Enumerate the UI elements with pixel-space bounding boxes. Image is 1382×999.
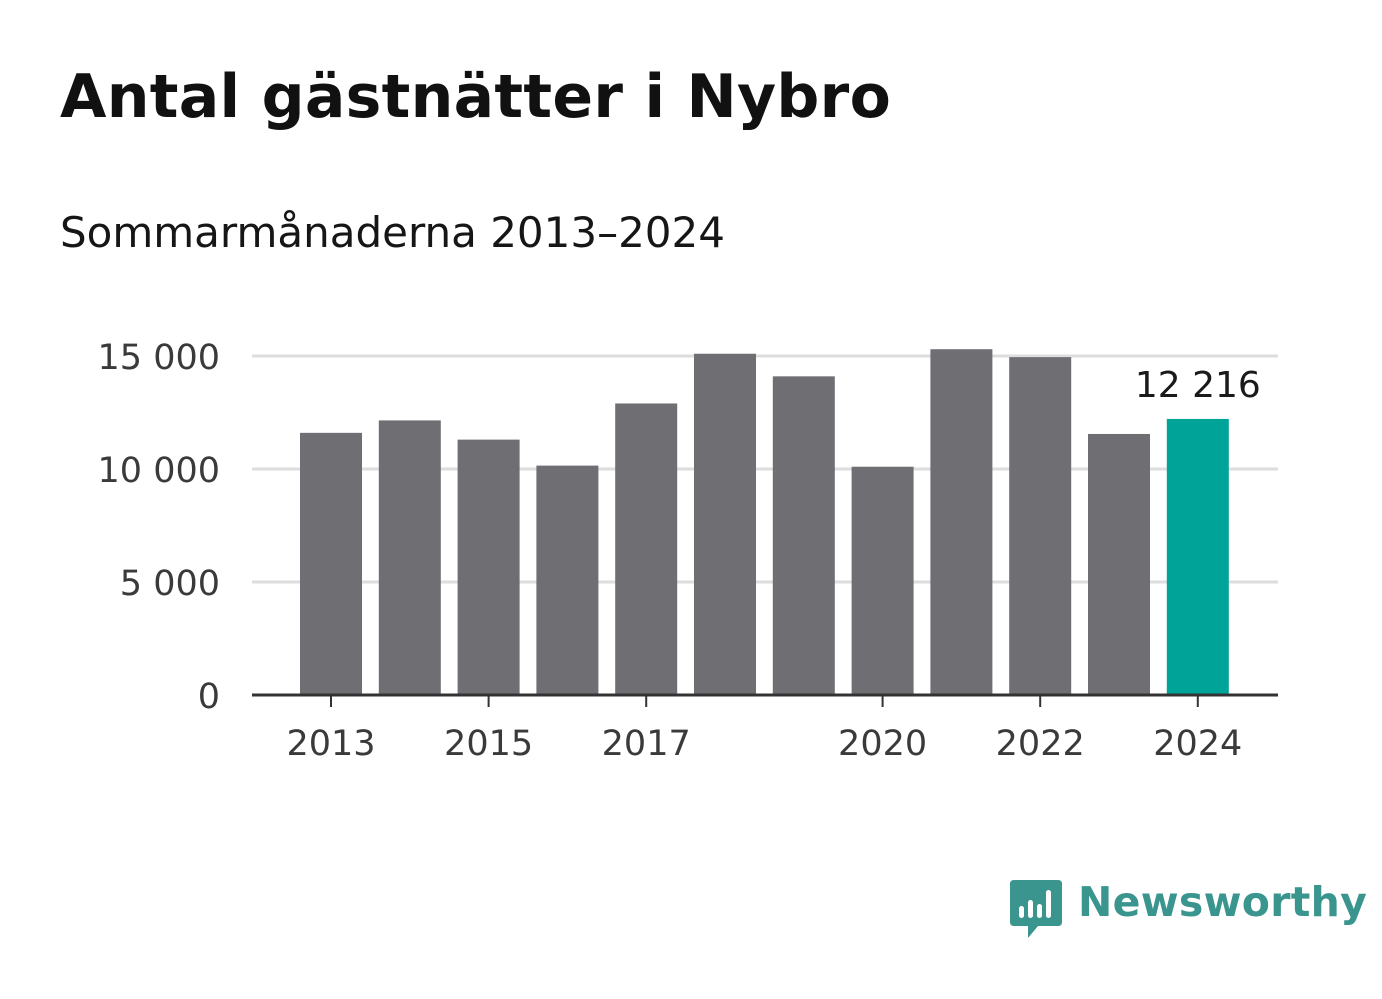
- x-tick-label: 2020: [838, 724, 927, 764]
- bar-2021: [930, 349, 993, 695]
- x-tick-label: 2022: [996, 724, 1085, 764]
- newsworthy-logo: Newsworthy: [1010, 878, 1367, 940]
- newsworthy-logo-icon: [1010, 880, 1062, 938]
- bar-2018: [694, 353, 756, 695]
- x-tick-label: 2015: [444, 724, 533, 764]
- bar-2019: [772, 376, 835, 695]
- y-tick-label: 5 000: [120, 564, 220, 604]
- y-tick-label: 15 000: [98, 338, 220, 378]
- bar-2015: [457, 439, 520, 695]
- bar-2020: [851, 466, 914, 695]
- bar-2016: [536, 465, 599, 695]
- chart-title: Antal gästnätter i Nybro: [60, 62, 892, 132]
- bar-2023: [1088, 433, 1150, 695]
- chart-subtitle: Sommarmånaderna 2013–2024: [60, 208, 725, 257]
- x-tick-label: 2024: [1153, 724, 1242, 764]
- bar-2014: [378, 420, 441, 695]
- bar-2013: [300, 432, 362, 695]
- data-label-2024: 12 216: [1135, 365, 1261, 406]
- bar-2017: [615, 403, 678, 695]
- y-tick-label: 10 000: [98, 451, 220, 491]
- newsworthy-logo-text: Newsworthy: [1078, 878, 1368, 926]
- bar-2022: [1009, 357, 1072, 695]
- y-tick-label: 0: [198, 677, 220, 717]
- x-tick-label: 2013: [286, 724, 375, 764]
- bar-2024: [1166, 418, 1229, 695]
- x-tick-label: 2017: [602, 724, 691, 764]
